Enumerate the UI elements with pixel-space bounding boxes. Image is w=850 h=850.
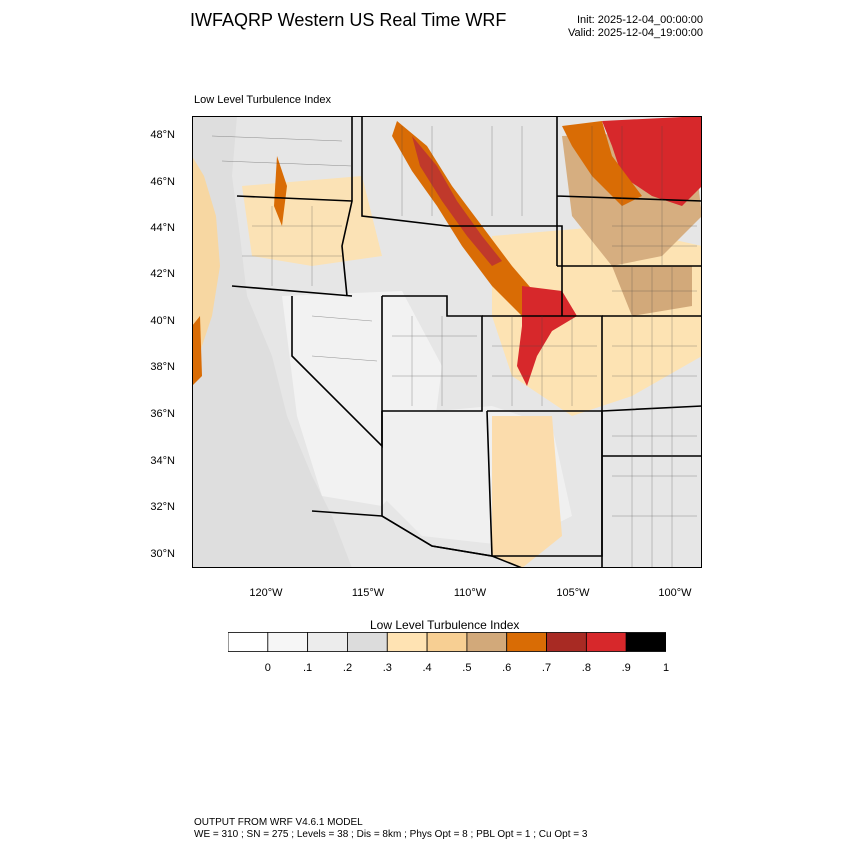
colorbar-tick-label: .6	[502, 662, 512, 674]
colorbar-swatch	[228, 632, 269, 652]
northern-plains-core	[602, 116, 702, 206]
map-title: IWFAQRP Western US Real Time WRF	[190, 10, 507, 30]
lat-label: 36°N	[150, 408, 175, 420]
lon-label: 100°W	[658, 587, 692, 599]
lon-label: 115°W	[351, 587, 385, 599]
colorbar-tick-label: .2	[342, 662, 353, 674]
valid-time: Valid: 2025-12-04_19:00:00	[568, 27, 703, 39]
colorbar-swatch	[585, 632, 627, 652]
state-boundaries	[231, 116, 702, 568]
southern-rockies-area	[492, 416, 562, 568]
colorbar-tick-label: 0	[264, 662, 271, 674]
footer-line-1: OUTPUT FROM WRF V4.6.1 MODEL	[194, 817, 363, 828]
ocean-area	[192, 116, 352, 568]
lon-label: 105°W	[556, 587, 590, 599]
cascades-band	[274, 156, 287, 226]
lat-label: 38°N	[150, 361, 175, 373]
boundary-wy	[447, 225, 563, 316]
lat-label: 32°N	[150, 501, 175, 513]
colorbar-swatch	[347, 632, 388, 652]
footer-line-2: WE = 310 ; SN = 275 ; Levels = 38 ; Dis …	[194, 829, 588, 840]
colorbar-tick-label: 1	[662, 662, 670, 674]
boundary-ut	[382, 295, 483, 412]
boundary-mt	[361, 116, 448, 227]
colorbar-tick-label: .9	[621, 662, 631, 674]
lat-label: 44°N	[150, 222, 175, 234]
colorbar-tick-label: .3	[382, 662, 392, 674]
turbulence-map	[192, 116, 702, 568]
boundary-nv	[291, 296, 383, 448]
colorbar-tick-label: .8	[581, 662, 591, 674]
california-coast-band	[192, 316, 202, 386]
colorbar-swatch	[267, 632, 309, 652]
boundary-dakotas	[556, 116, 702, 267]
boundary-id	[341, 116, 353, 297]
montana-rockies-core	[412, 136, 502, 266]
colorbar-swatch	[625, 632, 666, 652]
colorbar	[228, 632, 666, 652]
colorbar-tick-label: .5	[462, 662, 472, 674]
boundary-wa-or	[236, 195, 353, 202]
lat-label: 34°N	[150, 455, 175, 467]
boundary-mexico	[311, 510, 523, 568]
init-time: Init: 2025-12-04_00:00:00	[577, 14, 703, 26]
colorbar-swatch	[307, 632, 348, 652]
lon-label: 110°W	[453, 587, 487, 599]
colorbar-tick-label: .1	[303, 662, 313, 674]
colorbar-swatch	[426, 632, 468, 652]
lat-label: 48°N	[150, 129, 175, 141]
lat-label: 30°N	[150, 548, 175, 560]
lat-label: 42°N	[150, 268, 175, 280]
model-footer: OUTPUT FROM WRF V4.6.1 MODEL WE = 310 ; …	[194, 817, 587, 841]
county-boundaries	[211, 126, 697, 568]
lon-label: 120°W	[249, 587, 283, 599]
lat-label: 40°N	[150, 315, 175, 327]
colorbar-title: Low Level Turbulence Index	[370, 618, 520, 632]
run-times: Init: 2025-12-04_00:00:00 Valid: 2025-12-…	[568, 14, 703, 40]
colorbar-swatch	[506, 632, 547, 652]
boundary-or-ca	[231, 285, 353, 297]
colorbar-tick-label: .7	[541, 662, 552, 674]
colorbar-swatch	[386, 632, 428, 652]
plot-label: Low Level Turbulence Index	[194, 94, 331, 106]
colorbar-swatch	[466, 632, 508, 652]
colorbar-tick-label: .4	[422, 662, 432, 674]
map-frame	[192, 116, 702, 568]
colorbar-swatch	[546, 632, 587, 652]
lat-label: 46°N	[150, 176, 175, 188]
